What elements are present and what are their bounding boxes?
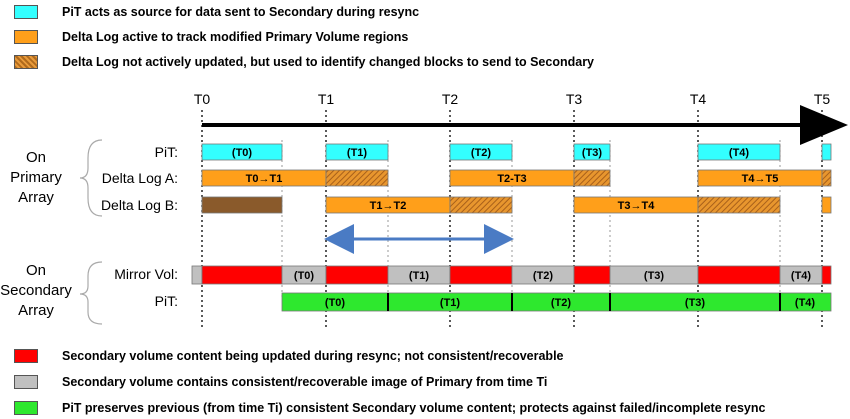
group-secondary-line2: Secondary <box>0 282 72 299</box>
tick-label-t5: T5 <box>814 91 831 107</box>
group-secondary: On Secondary Array <box>0 261 103 325</box>
row-pit-primary <box>201 143 832 161</box>
pit-segment <box>573 143 611 161</box>
mirror-updating-segment <box>201 265 283 285</box>
mirror-label: (T1) <box>409 270 430 282</box>
tick-label-t1: T1 <box>318 91 335 107</box>
row-mirror-vol <box>191 265 832 285</box>
legend-text: Secondary volume content being updated d… <box>62 349 564 363</box>
pit-segment <box>325 143 389 161</box>
legend-text: PiT preserves previous (from time Ti) co… <box>62 401 766 415</box>
mirror-updating-segment <box>573 265 611 285</box>
group-primary-line3: Array <box>18 189 54 206</box>
delta-a-label: T2-T3 <box>497 173 526 185</box>
delta-inactive-segment <box>449 196 513 214</box>
delta-active-segment <box>821 196 832 214</box>
tick-label-t3: T3 <box>566 91 583 107</box>
pit-primary-label: (T0) <box>232 147 253 159</box>
delta-inactive-segment <box>821 169 832 187</box>
mirror-updating-segment <box>325 265 389 285</box>
delta-b-label: T1→T2 <box>370 200 407 212</box>
orange-swatch <box>14 30 38 44</box>
mirror-label: (T3) <box>644 270 665 282</box>
row-label-pit-secondary: PiT: <box>155 293 178 309</box>
group-primary-line1: On <box>26 149 46 166</box>
row-pit-secondary <box>281 292 832 312</box>
pit-segment <box>821 143 832 161</box>
gray-swatch <box>14 375 38 389</box>
cyan-swatch <box>14 5 38 19</box>
delta-inactive-segment <box>697 196 781 214</box>
pit-secondary-label: (T1) <box>440 297 461 309</box>
pit-primary-label: (T3) <box>582 147 603 159</box>
legend-text: Delta Log active to track modified Prima… <box>62 30 409 44</box>
tick-label-t2: T2 <box>442 91 459 107</box>
pit-secondary-dividers <box>387 293 781 311</box>
group-primary-line2: Primary <box>10 169 62 186</box>
delta-inactive-segment <box>573 169 611 187</box>
green-swatch <box>14 401 38 415</box>
legend-text: Secondary volume contains consistent/rec… <box>62 375 548 389</box>
mirror-label: (T0) <box>294 270 315 282</box>
row-delta-log-a <box>201 169 832 187</box>
segment-gridlines <box>281 140 781 300</box>
tick-label-t0: T0 <box>194 91 211 107</box>
mirror-label: (T2) <box>533 270 554 282</box>
delta-initial-segment <box>201 196 283 214</box>
pit-segment <box>449 143 513 161</box>
pit-secondary-label: (T3) <box>685 297 706 309</box>
pit-segment <box>697 143 781 161</box>
delta-a-label: T4→T5 <box>742 173 779 185</box>
pit-secondary-label: (T4) <box>795 297 816 309</box>
mirror-consistent-segment <box>191 265 203 285</box>
pit-segment <box>201 143 283 161</box>
row-label-mirror-vol: Mirror Vol: <box>114 266 178 282</box>
row-delta-log-b <box>201 196 832 214</box>
red-swatch <box>14 349 38 363</box>
mirror-updating-segment <box>449 265 513 285</box>
hatched-orange-swatch <box>14 55 38 69</box>
mirror-updating-segment <box>697 265 781 285</box>
group-secondary-line1: On <box>26 262 46 279</box>
delta-a-label: T0→T1 <box>246 173 283 185</box>
row-label-delta-log-b: Delta Log B: <box>101 197 178 213</box>
delta-inactive-segment <box>325 169 389 187</box>
delta-b-label: T3→T4 <box>618 200 656 212</box>
pit-primary-label: (T1) <box>347 147 368 159</box>
legend-text: PiT acts as source for data sent to Seco… <box>62 5 420 19</box>
pit-primary-label: (T4) <box>729 147 750 159</box>
mirror-updating-segment <box>821 265 832 285</box>
secondary-brace <box>79 261 103 325</box>
pit-secondary-label: (T2) <box>551 297 572 309</box>
group-primary: On Primary Array <box>10 139 103 217</box>
pit-secondary-label: (T0) <box>325 297 346 309</box>
row-label-pit-primary: PiT: <box>155 144 178 160</box>
tick-label-t4: T4 <box>690 91 707 107</box>
group-secondary-line3: Array <box>18 302 54 319</box>
primary-brace <box>79 139 103 217</box>
mirror-label: (T4) <box>791 270 812 282</box>
pit-primary-label: (T2) <box>471 147 492 159</box>
row-label-delta-log-a: Delta Log A: <box>102 170 178 186</box>
legend-text: Delta Log not actively updated, but used… <box>62 55 595 69</box>
